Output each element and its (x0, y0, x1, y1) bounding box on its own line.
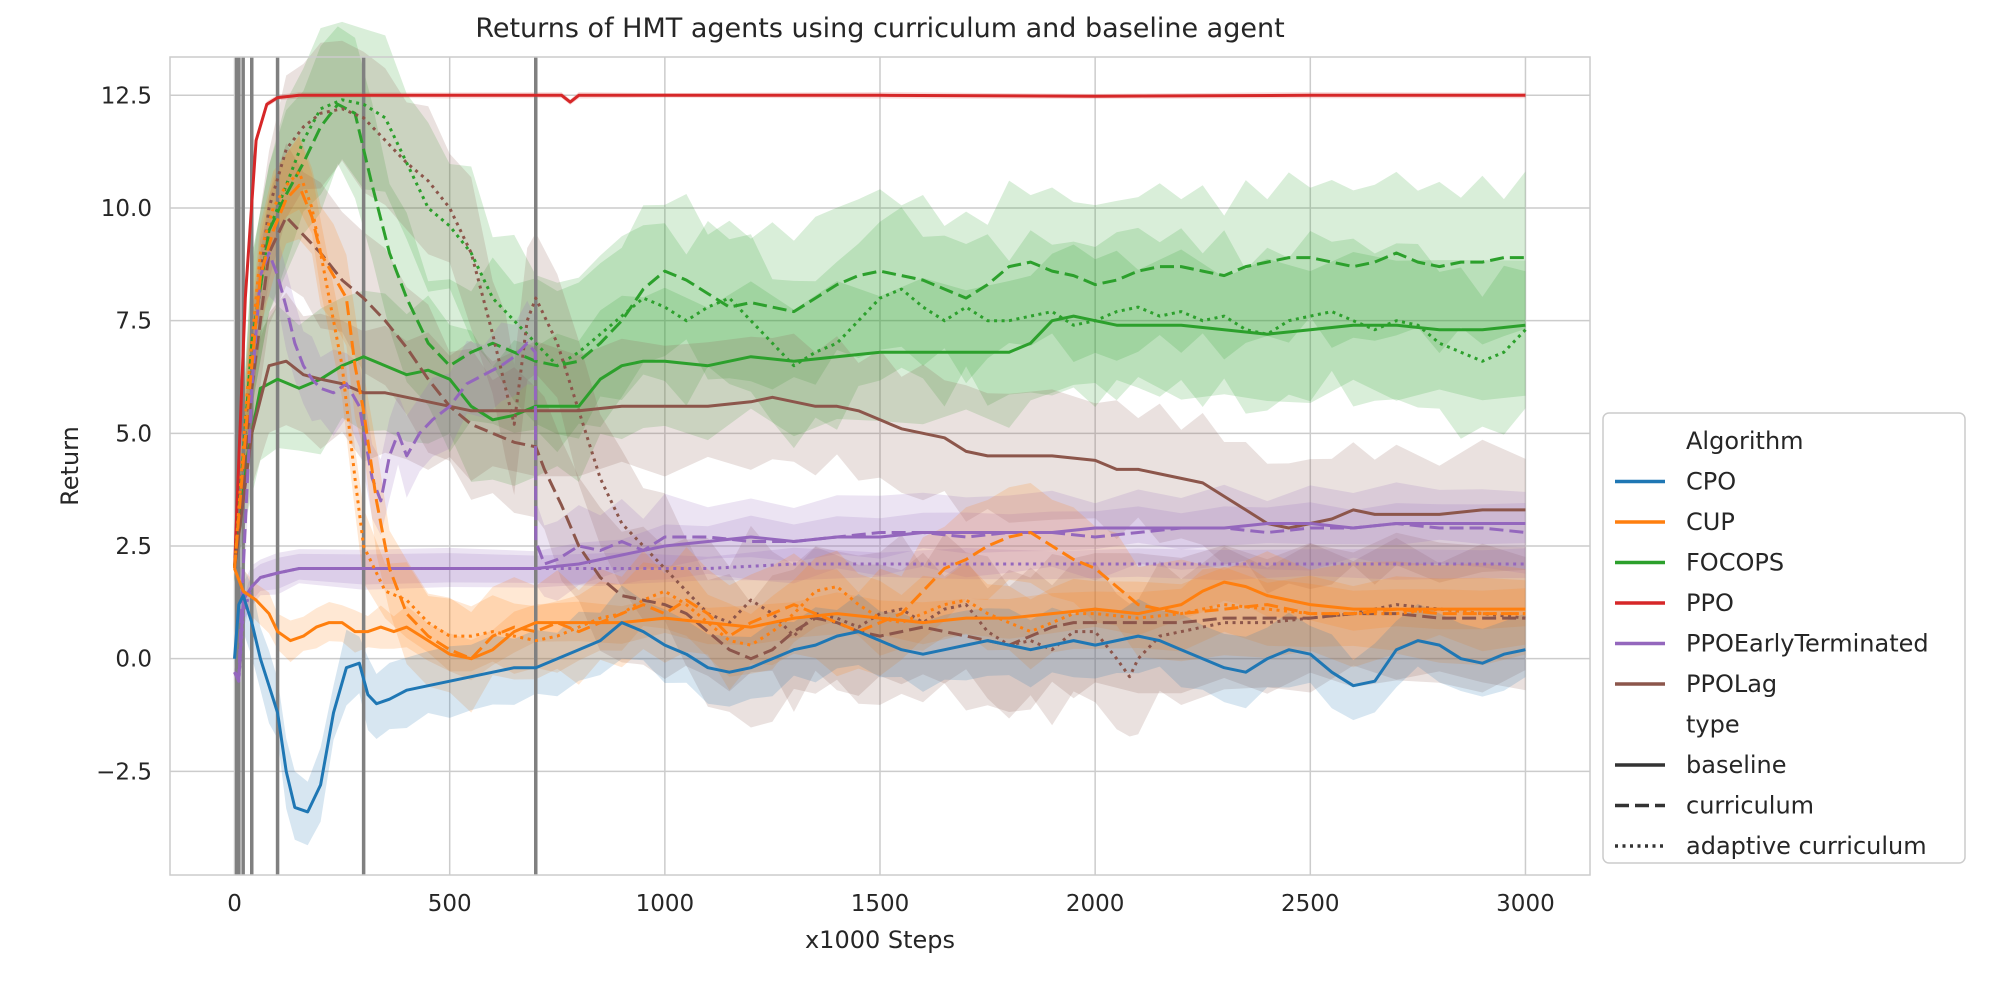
line-ppolag-baseline (233, 359, 1526, 569)
line-focops-adaptive-curriculum (233, 98, 1527, 569)
x-tick-label: 1000 (636, 891, 695, 917)
band-focops-adaptive-curriculum (234, 21, 1526, 583)
y-tick-label: 0.0 (115, 647, 152, 673)
x-tick-label: 0 (227, 891, 242, 917)
y-tick-label: 10.0 (101, 196, 152, 222)
legend-label: PPO (1686, 589, 1734, 617)
band-cup-curriculum (234, 135, 1526, 713)
x-tick-label: 2000 (1066, 891, 1125, 917)
line-ppolag-curriculum (233, 215, 1526, 661)
tick-labels: 0 500 1000 1500 2000 2500 3000 −2.5 0.0 2.5 5.0 7.5… (96, 83, 1555, 917)
legend-header: type (1686, 711, 1740, 739)
legend-header: Algorithm (1686, 427, 1804, 455)
line-focops-baseline (233, 314, 1526, 569)
legend-label: adaptive curriculum (1686, 832, 1927, 860)
x-axis-label: x1000 Steps (805, 926, 955, 954)
band-ppoearlyterminated-curriculum (234, 212, 1526, 710)
legend-label: FOCOPS (1686, 549, 1784, 577)
chart-title: Returns of HMT agents using curriculum a… (475, 13, 1284, 44)
line-ppo-baseline (233, 93, 1526, 569)
legend-label: CPO (1686, 468, 1736, 496)
band-ppolag-curriculum (234, 143, 1526, 728)
line-cup-adaptive-curriculum (233, 170, 1526, 647)
plot-frame (169, 56, 1591, 876)
band-ppoearlyterminated-baseline (234, 502, 1526, 698)
x-tick-label: 500 (428, 891, 472, 917)
x-tick-label: 1500 (851, 891, 910, 917)
legend-label: baseline (1686, 751, 1787, 779)
legend-box (1602, 412, 1966, 864)
line-ppoearlyterminated-adaptive-curriculum (233, 562, 1526, 683)
line-focops-curriculum (233, 102, 1526, 569)
legend-label: PPOLag (1686, 670, 1777, 698)
y-axis-label: Return (56, 426, 84, 506)
x-tick-label: 3000 (1496, 891, 1555, 917)
series-lines (233, 93, 1527, 814)
y-tick-label: 5.0 (115, 421, 152, 447)
line-cpo-baseline (233, 594, 1526, 814)
y-tick-label: 7.5 (115, 309, 152, 335)
line-cup-baseline (233, 567, 1526, 661)
y-tick-label: −2.5 (96, 759, 152, 785)
legend-label: PPOEarlyTerminated (1686, 630, 1929, 658)
y-tick-label: 12.5 (101, 83, 152, 109)
band-cup-adaptive-curriculum (234, 136, 1526, 677)
legend-label: curriculum (1686, 792, 1814, 820)
legend-label: CUP (1686, 508, 1735, 536)
band-focops-curriculum (234, 26, 1526, 583)
x-tick-label: 2500 (1281, 891, 1340, 917)
legend: Algorithm CPO CUP FOCOPS PPO PPOEarlyTerminat… (1602, 412, 1966, 864)
band-ppolag-baseline (234, 292, 1526, 594)
y-tick-label: 2.5 (115, 534, 152, 560)
line-ppoearlyterminated-curriculum (233, 251, 1526, 679)
